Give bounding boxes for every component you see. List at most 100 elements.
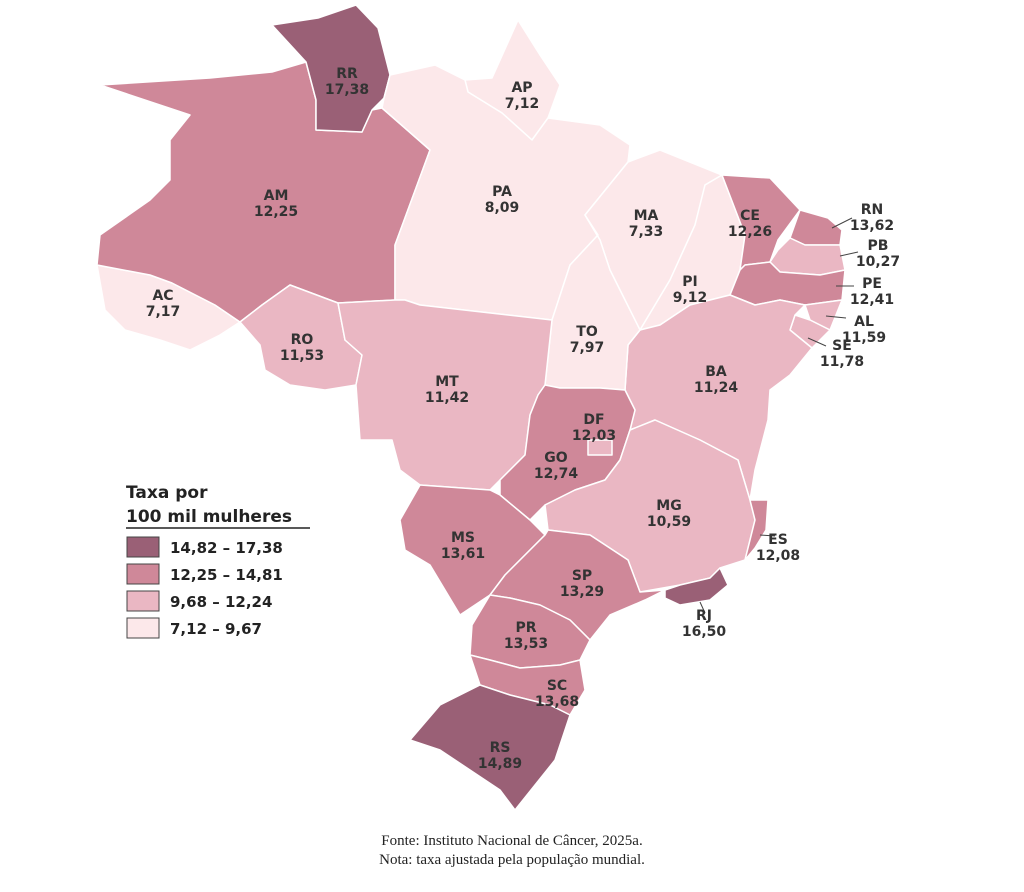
state-code: MS xyxy=(451,530,475,546)
state-value: 17,38 xyxy=(325,82,369,98)
state-label-es: ES 12,08 xyxy=(756,532,800,564)
state-value: 12,03 xyxy=(572,428,616,444)
state-value: 13,61 xyxy=(441,546,485,562)
state-label-ma: MA 7,33 xyxy=(629,208,664,240)
state-code: CE xyxy=(740,208,760,224)
state-value: 12,26 xyxy=(728,224,772,240)
state-labels: RR 17,38 AP 7,12 AM 12,25 PA 8,09 MA 7,33 CE 12,26 R… xyxy=(146,66,900,772)
state-value: 13,68 xyxy=(535,694,579,710)
state-code: RR xyxy=(336,66,358,82)
state-code: GO xyxy=(544,450,567,466)
state-label-mt: MT 11,42 xyxy=(425,374,469,406)
state-code: SC xyxy=(547,678,567,694)
state-label-pe: PE 12,41 xyxy=(850,276,894,308)
leader-al xyxy=(825,315,847,319)
state-label-am: AM 12,25 xyxy=(254,188,298,220)
state-value: 7,33 xyxy=(629,224,664,240)
state-value: 13,29 xyxy=(560,584,604,600)
state-value: 10,59 xyxy=(647,514,691,530)
state-value: 12,41 xyxy=(850,292,894,308)
state-value: 7,12 xyxy=(505,96,540,112)
state-value: 7,17 xyxy=(146,304,181,320)
state-code: MT xyxy=(435,374,459,390)
figure-caption: Fonte: Instituto Nacional de Câncer, 202… xyxy=(0,832,1024,870)
state-label-go: GO 12,74 xyxy=(534,450,579,482)
state-value: 7,97 xyxy=(570,340,605,356)
leader-se xyxy=(807,337,827,347)
state-label-df: DF 12,03 xyxy=(572,412,616,444)
state-label-rn: RN 13,62 xyxy=(850,202,894,234)
legend-range-1: 12,25 – 14,81 xyxy=(170,566,283,584)
state-label-rs: RS 14,89 xyxy=(478,740,522,772)
state-code: AM xyxy=(264,188,289,204)
state-value: 13,62 xyxy=(850,218,894,234)
state-code: AC xyxy=(152,288,173,304)
state-rs xyxy=(409,684,571,811)
state-value: 11,59 xyxy=(842,330,886,346)
state-label-to: TO 7,97 xyxy=(570,324,605,356)
state-label-pb: PB 10,27 xyxy=(856,238,900,270)
state-code: MG xyxy=(656,498,681,514)
leader-rj xyxy=(699,601,706,614)
state-label-rr: RR 17,38 xyxy=(325,66,369,98)
state-value: 9,12 xyxy=(673,290,708,306)
state-sp xyxy=(489,529,666,641)
state-shapes xyxy=(96,4,846,811)
leader-pb xyxy=(839,251,859,257)
state-label-ce: CE 12,26 xyxy=(728,208,772,240)
leader-rn xyxy=(831,217,853,229)
state-code: RN xyxy=(861,202,884,218)
state-code: SP xyxy=(572,568,592,584)
state-code: PI xyxy=(682,274,697,290)
state-code: MA xyxy=(634,208,659,224)
state-value: 12,25 xyxy=(254,204,298,220)
legend-swatch-3 xyxy=(126,617,160,639)
state-label-pa: PA 8,09 xyxy=(485,184,520,216)
state-code: PE xyxy=(862,276,882,292)
legend-range-0: 14,82 – 17,38 xyxy=(170,539,283,557)
state-code: AL xyxy=(854,314,874,330)
state-label-ba: BA 11,24 xyxy=(694,364,739,396)
state-label-ms: MS 13,61 xyxy=(441,530,485,562)
state-es xyxy=(744,499,769,561)
legend-swatch-1 xyxy=(126,563,160,585)
state-label-pr: PR 13,53 xyxy=(504,620,548,652)
legend-range-3: 7,12 – 9,67 xyxy=(170,620,262,638)
state-value: 11,53 xyxy=(280,348,324,364)
state-code: PR xyxy=(515,620,536,636)
state-code: RO xyxy=(291,332,314,348)
caption-source: Fonte: Instituto Nacional de Câncer, 202… xyxy=(381,833,643,849)
state-label-rj: RJ 16,50 xyxy=(682,608,727,640)
state-value: 11,24 xyxy=(694,380,739,396)
state-rj xyxy=(664,567,729,606)
state-code: PB xyxy=(868,238,889,254)
state-value: 11,78 xyxy=(820,354,864,370)
leader-es xyxy=(759,534,776,537)
legend-range-2: 9,68 – 12,24 xyxy=(170,593,272,611)
leader-lines xyxy=(699,217,859,614)
state-code: DF xyxy=(583,412,604,428)
legend: Taxa por 100 mil mulheres 14,82 – 17,38 … xyxy=(126,483,310,639)
state-value: 13,53 xyxy=(504,636,548,652)
state-label-se: SE 11,78 xyxy=(820,338,864,370)
state-code: RS xyxy=(490,740,511,756)
legend-title-line1: Taxa por xyxy=(126,483,208,503)
state-value: 11,42 xyxy=(425,390,469,406)
state-value: 12,08 xyxy=(756,548,800,564)
state-value: 12,74 xyxy=(534,466,579,482)
state-code: RJ xyxy=(696,608,712,624)
state-value: 14,89 xyxy=(478,756,522,772)
state-value: 10,27 xyxy=(856,254,900,270)
state-code: SE xyxy=(832,338,852,354)
state-label-ro: RO 11,53 xyxy=(280,332,324,364)
state-label-ap: AP 7,12 xyxy=(505,80,540,112)
state-code: BA xyxy=(705,364,727,380)
state-code: PA xyxy=(492,184,512,200)
state-label-pi: PI 9,12 xyxy=(673,274,708,306)
state-code: TO xyxy=(576,324,598,340)
state-code: ES xyxy=(768,532,788,548)
state-value: 8,09 xyxy=(485,200,520,216)
legend-title-line2: 100 mil mulheres xyxy=(126,507,292,527)
legend-swatch-0 xyxy=(126,536,160,558)
state-rn xyxy=(789,209,843,246)
